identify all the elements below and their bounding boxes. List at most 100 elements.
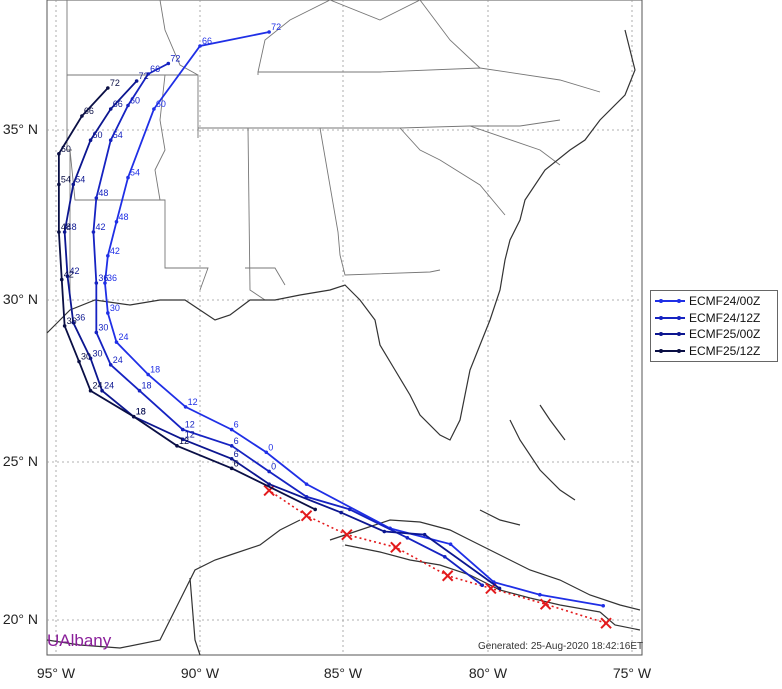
- forecast-tracks: 0612182430364248546066720612182430364248…: [57, 22, 605, 608]
- boundary-ga-sc: [399, 127, 506, 216]
- forecast-track-line: [92, 62, 483, 586]
- forecast-point: [100, 388, 104, 393]
- forecast-hour-label: 60: [93, 130, 103, 140]
- forecast-point: [175, 444, 179, 448]
- forecast-point: [304, 482, 309, 486]
- boundary-nc-sc: [469, 125, 561, 166]
- forecast-point: [443, 555, 447, 559]
- forecast-point: [601, 603, 605, 608]
- lon-label-90w: 90° W: [180, 665, 220, 681]
- forecast-hour-label: 72: [110, 78, 120, 88]
- observed-position-marker: [600, 617, 612, 629]
- legend-item: ECMF25/00Z: [655, 326, 773, 343]
- forecast-hour-label: 18: [136, 407, 146, 417]
- forecast-point: [137, 388, 142, 393]
- forecast-point: [106, 311, 110, 315]
- legend-swatch: [655, 313, 685, 323]
- forecast-point: [180, 427, 185, 432]
- legend-line: [655, 349, 685, 352]
- forecast-point: [313, 507, 318, 512]
- forecast-point: [57, 182, 61, 187]
- legend-swatch: [655, 296, 685, 306]
- boundary-mo-il: [159, 0, 199, 76]
- forecast-hour-label: 6: [234, 436, 239, 446]
- boundary-ky-tn: [257, 67, 601, 93]
- forecast-point: [267, 469, 271, 474]
- forecast-point: [183, 405, 188, 409]
- forecast-point: [146, 372, 150, 377]
- observed-position-marker: [441, 570, 454, 582]
- forecast-point: [114, 220, 119, 224]
- forecast-hour-label: 36: [98, 273, 108, 283]
- forecast-point: [114, 340, 119, 344]
- forecast-point: [91, 230, 96, 234]
- forecast-hour-label: 54: [113, 130, 123, 140]
- forecast-point: [229, 427, 234, 432]
- legend-dot: [659, 299, 663, 304]
- forecast-point: [65, 274, 70, 279]
- coastline-bahamas: [509, 419, 576, 501]
- lat-label-25n: 25° N: [2, 453, 38, 469]
- forecast-hour-label: 24: [118, 332, 128, 342]
- forecast-point: [146, 72, 150, 76]
- forecast-point: [166, 61, 171, 66]
- forecast-hour-label: 24: [93, 381, 103, 391]
- forecast-point: [108, 363, 113, 367]
- forecast-point: [480, 583, 485, 588]
- legend-label: ECMF25/00Z: [689, 327, 761, 342]
- forecast-hour-label: 30: [110, 303, 120, 313]
- boundary-ms-al: [247, 127, 266, 301]
- legend-dot: [659, 348, 663, 353]
- forecast-hour-label: 66: [113, 99, 123, 109]
- forecast-hour-label: 0: [271, 461, 276, 471]
- forecast-hour-label: 42: [110, 246, 120, 256]
- forecast-hour-label: 72: [170, 54, 180, 64]
- forecast-hour-label: 72: [271, 22, 281, 32]
- lon-label-80w: 80° W: [468, 665, 508, 681]
- state-boundaries: [66, 0, 601, 301]
- legend-dot: [677, 299, 681, 304]
- legend-item: ECMF24/00Z: [655, 293, 773, 310]
- forecast-point: [405, 536, 410, 540]
- forecast-point: [108, 138, 113, 142]
- forecast-hour-label: 48: [67, 222, 77, 232]
- boundary-river: [154, 74, 166, 201]
- forecast-hour-label: 6: [234, 458, 239, 468]
- forecast-point: [77, 359, 81, 364]
- forecast-point: [80, 114, 84, 118]
- lat-label-20n: 20° N: [2, 611, 38, 627]
- forecast-point: [106, 254, 110, 258]
- forecast-hour-label: 36: [107, 273, 117, 283]
- observed-position-marker: [263, 484, 275, 497]
- forecast-point: [57, 230, 61, 234]
- forecast-point: [94, 281, 99, 285]
- forecast-point: [71, 320, 76, 325]
- forecast-hour-label: 60: [61, 144, 71, 154]
- forecast-point: [94, 196, 99, 200]
- forecast-point: [71, 182, 76, 187]
- forecast-hour-label: 66: [84, 106, 94, 116]
- coastline-us: [46, 29, 636, 441]
- legend: ECMF24/00Z ECMF24/12Z ECMF25/00Z ECMF25/…: [650, 290, 778, 362]
- forecast-point: [103, 281, 107, 285]
- forecast-hour-label: 66: [202, 36, 212, 46]
- observed-position-marker: [341, 528, 353, 541]
- forecast-hour-label: 6: [234, 449, 239, 459]
- lon-label-75w: 75° W: [612, 665, 652, 681]
- forecast-hour-label: 24: [104, 381, 114, 391]
- forecast-hour-label: 24: [113, 355, 123, 365]
- forecast-point: [347, 507, 352, 512]
- coastline-bahamas-south: [479, 509, 521, 526]
- forecast-hour-label: 12: [185, 429, 195, 439]
- forecast-hour-label: 72: [139, 71, 149, 81]
- forecast-hour-label: 12: [188, 397, 198, 407]
- forecast-hour-label: 60: [156, 99, 166, 109]
- forecast-point: [538, 592, 542, 597]
- graticule: [47, 0, 642, 655]
- legend-dot: [659, 315, 663, 320]
- forecast-hour-label: 54: [61, 174, 71, 184]
- forecast-point: [62, 230, 67, 234]
- legend-label: ECMF25/12Z: [689, 343, 761, 358]
- forecast-hour-label: 54: [75, 174, 85, 184]
